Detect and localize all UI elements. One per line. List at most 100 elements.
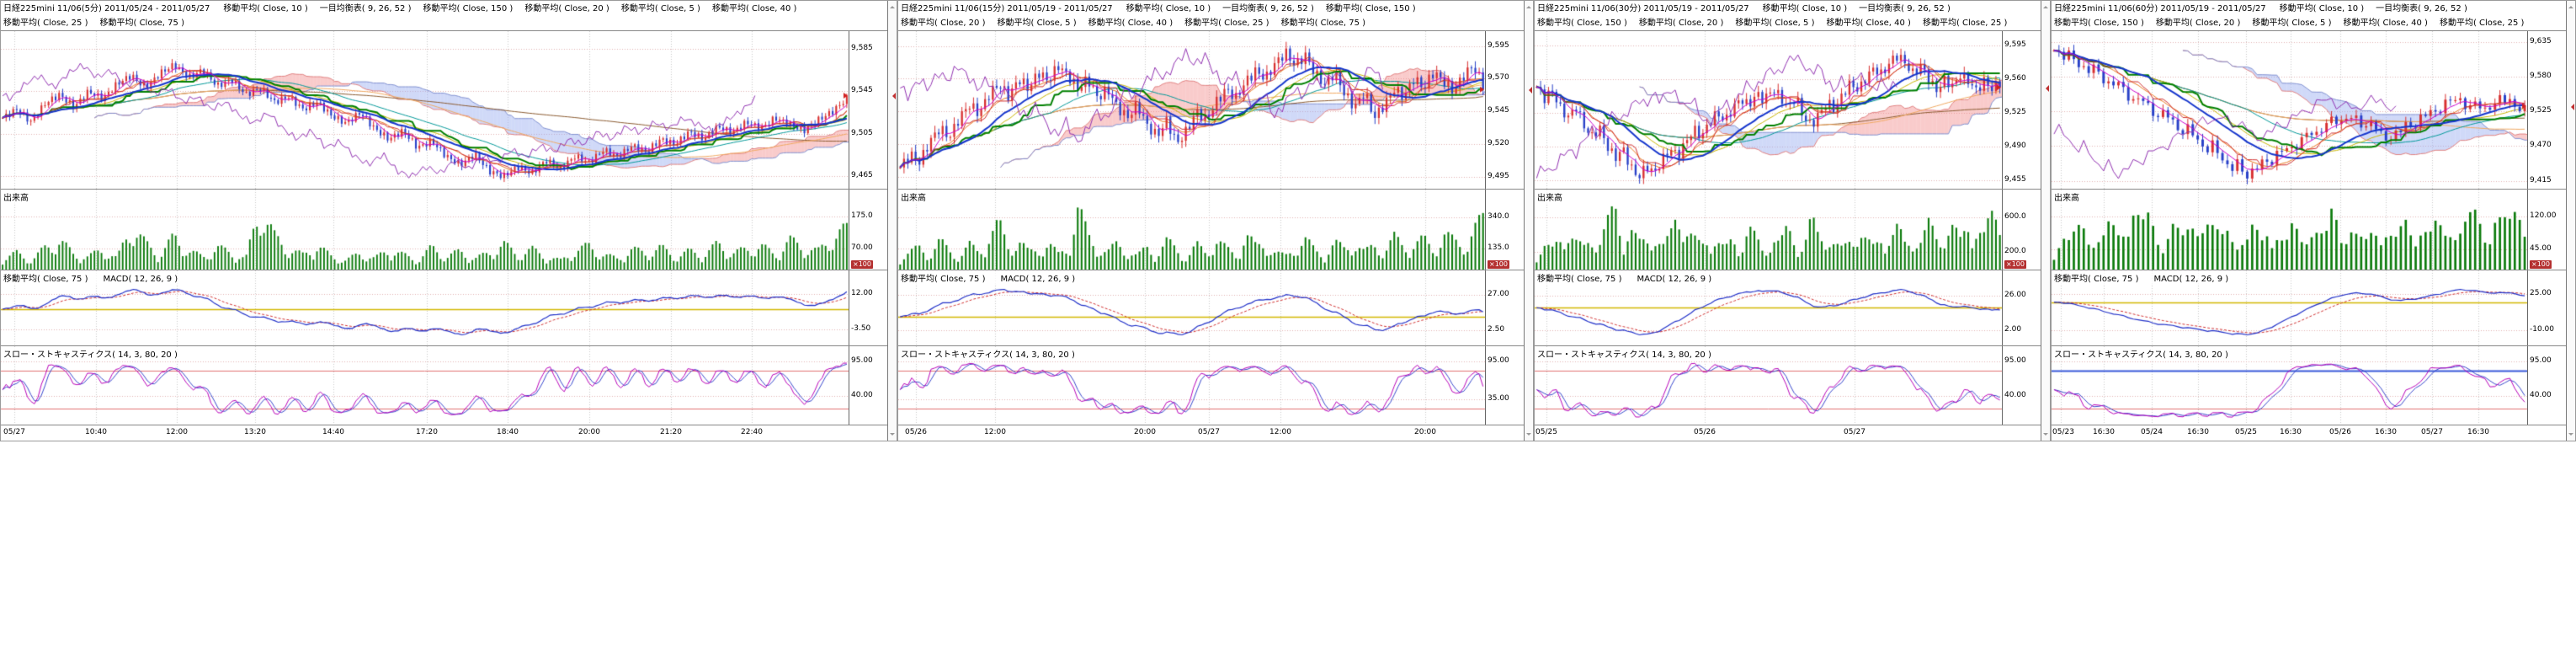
time-axis: 05/27 10:40 12:00 13:20 14:40 17:20 18:40 20:00… xyxy=(1,425,887,440)
stochastics-label: スロー・ストキャスティクス( 14, 3, 80, 20 ) xyxy=(3,347,178,360)
axis-label: 25.00 xyxy=(2530,289,2552,297)
volume-chart[interactable] xyxy=(1535,190,2002,270)
time-label: 12:00 xyxy=(1269,428,1291,436)
macd-section: 移動平均( Close, 75 ) MACD( 12, 26, 9 ) 26.00… xyxy=(1535,270,2041,346)
legend-item: 移動平均( Close, 25 ) xyxy=(1184,19,1269,28)
panel-scrollbar[interactable] xyxy=(2566,1,2575,441)
stochastics-section: スロー・ストキャスティクス( 14, 3, 80, 20 ) 95.00 40.0… xyxy=(1,346,887,425)
time-label: 12:00 xyxy=(984,428,1006,436)
scroll-down-icon[interactable] xyxy=(1526,433,1531,438)
legend-item: 移動平均( Close, 10 ) xyxy=(2279,4,2365,13)
price-axis: 9,635 9,580 9,525 9,470 9,415 xyxy=(2527,31,2566,189)
time-label: 05/24 xyxy=(2141,428,2163,436)
panel-header: 日経225mini 11/06(15分) 2011/05/19 - 2011/0… xyxy=(898,1,1524,31)
time-label: 18:40 xyxy=(497,428,519,436)
axis-label: 95.00 xyxy=(851,356,873,365)
panel-header: 日経225mini 11/06(30分) 2011/05/19 - 2011/0… xyxy=(1535,1,2041,31)
macd-params-label: MACD( 12, 26, 9 ) xyxy=(103,275,178,284)
chart-panel: 日経225mini 11/06(30分) 2011/05/19 - 2011/0… xyxy=(1534,0,2051,441)
volume-axis: ×100 120.00 45.00 xyxy=(2527,190,2566,270)
price-section: 9,585 9,545 9,505 9,465 xyxy=(1,31,887,190)
volume-label: 出来高 xyxy=(1537,190,1562,203)
macd-label: 移動平均( Close, 75 ) MACD( 12, 26, 9 ) xyxy=(1537,271,1712,284)
axis-label: 9,635 xyxy=(2530,37,2552,45)
scroll-down-icon[interactable] xyxy=(2043,433,2048,438)
macd-section: 移動平均( Close, 75 ) MACD( 12, 26, 9 ) 12.00… xyxy=(1,270,887,346)
chart-workspace: 日経225mini 11/06(5分) 2011/05/24 - 2011/05… xyxy=(0,0,2576,441)
candlestick-chart[interactable] xyxy=(1535,31,2002,189)
stochastics-label: スロー・ストキャスティクス( 14, 3, 80, 20 ) xyxy=(901,347,1075,360)
axis-label: 9,595 xyxy=(1488,41,1509,50)
volume-label: 出来高 xyxy=(901,190,926,203)
axis-label: 9,505 xyxy=(851,129,873,137)
panel-scrollbar[interactable] xyxy=(1524,1,1533,441)
candlestick-chart[interactable] xyxy=(2052,31,2527,189)
legend-item: 移動平均( Close, 5 ) xyxy=(997,19,1077,28)
price-section: 9,595 9,560 9,525 9,490 9,455 xyxy=(1535,31,2041,190)
panel-header: 日経225mini 11/06(60分) 2011/05/19 - 2011/0… xyxy=(2052,1,2566,31)
axis-label: 95.00 xyxy=(2530,356,2552,365)
stochastics-axis: 95.00 40.00 xyxy=(2527,346,2566,425)
macd-params-label: MACD( 12, 26, 9 ) xyxy=(2153,275,2229,284)
macd-axis: 12.00 -3.50 xyxy=(849,270,887,345)
time-axis: 05/23 16:30 05/24 16:30 05/25 16:30 05/26 16:30… xyxy=(2052,425,2566,440)
stochastics-label: スロー・ストキャスティクス( 14, 3, 80, 20 ) xyxy=(2054,347,2228,360)
time-label: 05/27 xyxy=(3,428,25,436)
legend-item: 一目均衡表( 9, 26, 52 ) xyxy=(1222,4,1314,13)
scroll-up-icon[interactable] xyxy=(2568,3,2573,8)
scroll-up-icon[interactable] xyxy=(2043,3,2048,8)
axis-label: 95.00 xyxy=(1488,356,1509,365)
volume-unit-badge: ×100 xyxy=(2530,260,2552,269)
candlestick-chart[interactable] xyxy=(1,31,849,189)
panel-header: 日経225mini 11/06(5分) 2011/05/24 - 2011/05… xyxy=(1,1,887,31)
macd-ma-label: 移動平均( Close, 75 ) xyxy=(1537,275,1622,284)
indicator-legend: 移動平均( Close, 10 ) 一目均衡表( 9, 26, 52 ) 移動平均(… xyxy=(901,4,1428,28)
price-section: 9,595 9,570 9,545 9,520 9,495 xyxy=(898,31,1524,190)
stochastics-label: スロー・ストキャスティクス( 14, 3, 80, 20 ) xyxy=(1537,347,1711,360)
volume-chart[interactable] xyxy=(2052,190,2527,270)
axis-label: 120.00 xyxy=(2530,211,2557,220)
axis-label: 9,465 xyxy=(851,171,873,179)
legend-item: 移動平均( Close, 25 ) xyxy=(3,19,88,28)
last-price-marker-icon xyxy=(2042,85,2049,92)
macd-axis: 27.00 2.50 xyxy=(1485,270,1524,345)
volume-section: 出来高 ×100 340.0 135.0 xyxy=(898,190,1524,270)
panel-scrollbar[interactable] xyxy=(887,1,897,441)
legend-item: 移動平均( Close, 40 ) xyxy=(1826,19,1911,28)
axis-label: 9,470 xyxy=(2530,141,2552,149)
axis-label: 2.00 xyxy=(2004,325,2022,334)
time-label: 16:30 xyxy=(2467,428,2489,436)
volume-chart[interactable] xyxy=(898,190,1485,270)
macd-label: 移動平均( Close, 75 ) MACD( 12, 26, 9 ) xyxy=(2054,271,2229,284)
axis-label: 9,525 xyxy=(2004,108,2026,116)
panel-scrollbar[interactable] xyxy=(2041,1,2050,441)
axis-label: 9,545 xyxy=(851,86,873,94)
time-label: 16:30 xyxy=(2375,428,2397,436)
volume-label: 出来高 xyxy=(3,190,29,203)
scroll-down-icon[interactable] xyxy=(890,433,895,438)
axis-label: 135.0 xyxy=(1488,243,1509,252)
time-label: 05/26 xyxy=(905,428,927,436)
legend-item: 一目均衡表( 9, 26, 52 ) xyxy=(319,4,412,13)
axis-label: 27.00 xyxy=(1488,290,1509,298)
scroll-up-icon[interactable] xyxy=(890,3,895,8)
scroll-up-icon[interactable] xyxy=(1526,3,1531,8)
macd-axis: 25.00 -10.00 xyxy=(2527,270,2566,345)
legend-item: 移動平均( Close, 150 ) xyxy=(1325,4,1416,13)
panel-title: 日経225mini 11/06(5分) 2011/05/24 - 2011/05… xyxy=(3,4,210,13)
axis-label: 200.0 xyxy=(2004,247,2026,255)
indicator-legend: 移動平均( Close, 10 ) 一目均衡表( 9, 26, 52 ) 移動平均(… xyxy=(1537,4,2019,30)
scroll-down-icon[interactable] xyxy=(2568,433,2573,438)
time-label: 16:30 xyxy=(2187,428,2209,436)
axis-label: 95.00 xyxy=(2004,356,2026,365)
volume-chart[interactable] xyxy=(1,190,849,270)
last-price-marker-icon xyxy=(2568,104,2574,110)
time-label: 20:00 xyxy=(1414,428,1436,436)
legend-item: 移動平均( Close, 150 ) xyxy=(423,4,514,13)
macd-label: 移動平均( Close, 75 ) MACD( 12, 26, 9 ) xyxy=(3,271,178,284)
legend-item: 移動平均( Close, 75 ) xyxy=(99,19,184,28)
candlestick-chart[interactable] xyxy=(898,31,1485,189)
legend-item: 移動平均( Close, 40 ) xyxy=(2343,19,2428,28)
axis-label: 9,585 xyxy=(851,44,873,52)
axis-label: 40.00 xyxy=(2530,391,2552,399)
